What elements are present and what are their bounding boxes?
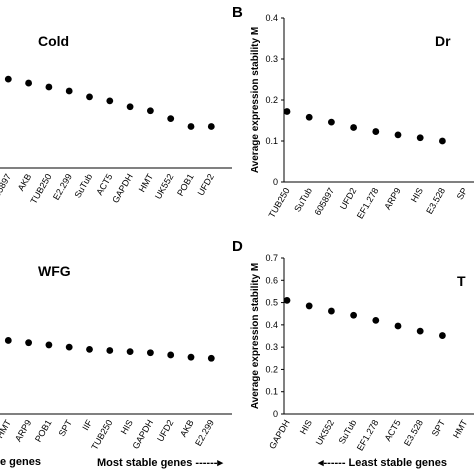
x-tick-label: UK552 — [153, 172, 175, 201]
y-axis-label: Average expression stability M — [250, 263, 261, 409]
x-tick-label: ARP9 — [382, 186, 402, 211]
data-point — [45, 341, 53, 349]
x-tick-label: ARP9 — [13, 418, 33, 443]
panel-title: WFG — [38, 263, 71, 279]
data-point — [86, 93, 93, 101]
data-point — [126, 103, 134, 111]
data-point — [86, 345, 93, 353]
data-point — [328, 307, 335, 315]
x-tick-label: 605897 — [0, 172, 13, 203]
x-tick-label: POB1 — [175, 172, 196, 198]
data-point — [147, 107, 154, 115]
x-tick-label: E2.299 — [51, 172, 74, 202]
x-tick-label: EF1.278 — [355, 418, 381, 452]
x-tick-label: UK552 — [314, 418, 336, 447]
data-point — [394, 131, 402, 139]
x-tick-label: ACT5 — [94, 172, 114, 197]
x-tick-label: HMT — [137, 172, 156, 194]
y-tick-label: 0.3 — [265, 54, 278, 64]
least-stable-caption-left: e genes — [0, 456, 41, 468]
x-tick-label: 605897 — [312, 186, 336, 217]
y-tick-label: 0 — [273, 177, 278, 187]
panel-letter: B — [232, 4, 243, 21]
least-stable-caption-right: ◂------ Least stable genes — [318, 457, 447, 469]
data-point — [25, 339, 32, 347]
x-tick-label: UFD2 — [196, 172, 216, 197]
y-tick-label: 0.7 — [265, 253, 278, 263]
data-point — [394, 322, 402, 330]
x-tick-label: HIS — [298, 418, 314, 436]
data-point — [305, 302, 313, 310]
y-tick-label: 0.2 — [265, 95, 278, 105]
data-point — [167, 115, 175, 123]
data-point — [45, 83, 53, 91]
x-tick-label: ACT5 — [383, 418, 403, 443]
y-tick-label: 0.2 — [265, 364, 278, 374]
panel-title: Cold — [38, 33, 69, 49]
x-tick-label: POB1 — [33, 418, 54, 444]
data-point — [65, 343, 73, 351]
most-stable-caption: Most stable genes ------▸ — [97, 457, 223, 469]
data-point — [4, 337, 12, 344]
y-tick-label: 0.1 — [265, 136, 278, 146]
x-tick-label: EF1.278 — [355, 186, 381, 220]
x-tick-label: HIS — [409, 186, 425, 204]
x-tick-label: SPT — [430, 418, 448, 439]
data-point — [4, 75, 12, 83]
data-point — [305, 113, 313, 121]
y-tick-label: 0.6 — [265, 275, 278, 285]
data-point — [65, 87, 73, 95]
data-point — [106, 97, 114, 105]
data-point — [147, 349, 154, 357]
data-point — [126, 348, 134, 355]
x-tick-label: SuTub — [292, 186, 314, 214]
data-point — [207, 354, 215, 362]
x-tick-label: UFD2 — [155, 418, 175, 443]
data-point — [283, 108, 291, 115]
data-point — [328, 118, 335, 126]
x-tick-label: GAPDH — [267, 418, 292, 451]
y-tick-label: 0.5 — [265, 298, 278, 308]
y-axis-label: Average expression stability M — [250, 27, 261, 173]
panel-title: T — [457, 273, 466, 289]
y-tick-label: 0.3 — [265, 342, 278, 352]
data-point — [439, 137, 446, 145]
x-tick-label: E3.528 — [402, 418, 425, 448]
data-point — [25, 79, 32, 87]
data-point — [187, 353, 195, 361]
data-point — [416, 134, 424, 142]
x-tick-label: E2.299 — [193, 418, 216, 448]
data-point — [283, 296, 291, 304]
panel-letter: D — [232, 238, 243, 255]
y-tick-label: 0.1 — [265, 387, 278, 397]
x-tick-label: SPT — [57, 418, 75, 439]
y-tick-label: 0 — [273, 409, 278, 419]
x-tick-label: AKB — [178, 418, 196, 439]
data-point — [350, 311, 357, 319]
data-point — [350, 124, 357, 131]
data-point — [187, 123, 195, 130]
x-tick-label: SuTub — [72, 172, 94, 200]
data-point — [372, 128, 380, 135]
x-tick-label: SuTub — [337, 418, 359, 446]
data-point — [167, 351, 175, 359]
data-point — [416, 327, 424, 335]
x-tick-label: HIS — [119, 418, 135, 436]
data-point — [207, 123, 215, 130]
x-tick-label: UFD2 — [338, 186, 358, 211]
x-tick-label: HMT — [0, 418, 13, 440]
x-tick-label: TUB250 — [267, 186, 292, 220]
data-point — [372, 317, 380, 324]
x-tick-label: E3.528 — [424, 186, 447, 216]
y-tick-label: 0.4 — [265, 13, 278, 23]
panel-title: Dr — [435, 33, 451, 49]
x-tick-label: IIF — [80, 418, 94, 433]
y-tick-label: 0.4 — [265, 320, 278, 330]
data-point — [439, 332, 446, 339]
x-tick-label: SP — [455, 186, 470, 201]
x-tick-label: AKB — [16, 172, 34, 193]
data-point — [106, 347, 114, 354]
x-tick-label: HMT — [451, 418, 470, 440]
